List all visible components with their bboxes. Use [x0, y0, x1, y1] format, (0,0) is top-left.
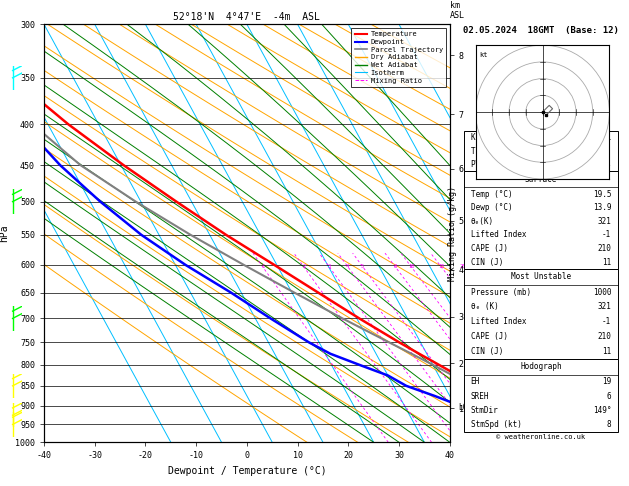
Text: 3: 3 — [328, 264, 331, 269]
Bar — [464, 269, 618, 359]
Text: 48: 48 — [602, 147, 611, 156]
Text: © weatheronline.co.uk: © weatheronline.co.uk — [496, 434, 586, 440]
Text: θₑ (K): θₑ (K) — [470, 302, 498, 312]
Text: -1: -1 — [602, 317, 611, 326]
Text: 210: 210 — [598, 332, 611, 341]
Text: Most Unstable: Most Unstable — [511, 272, 571, 281]
Text: 2.14: 2.14 — [593, 160, 611, 169]
Title: 52°18'N  4°47'E  -4m  ASL: 52°18'N 4°47'E -4m ASL — [174, 12, 320, 22]
Text: Dewp (°C): Dewp (°C) — [470, 203, 512, 212]
Text: 321: 321 — [598, 217, 611, 226]
Text: 19: 19 — [602, 377, 611, 386]
Text: 321: 321 — [598, 302, 611, 312]
Bar — [464, 359, 618, 432]
Text: 1: 1 — [261, 264, 264, 269]
Legend: Temperature, Dewpoint, Parcel Trajectory, Dry Adiabat, Wet Adiabat, Isotherm, Mi: Temperature, Dewpoint, Parcel Trajectory… — [351, 28, 446, 87]
Text: 149°: 149° — [593, 406, 611, 415]
Bar — [464, 131, 618, 172]
Text: Totals Totals: Totals Totals — [470, 147, 531, 156]
Text: Lifted Index: Lifted Index — [470, 230, 526, 239]
Text: 2: 2 — [302, 264, 305, 269]
Text: 11: 11 — [602, 347, 611, 356]
Y-axis label: hPa: hPa — [0, 225, 9, 242]
Text: 6: 6 — [606, 392, 611, 400]
Text: kt: kt — [479, 52, 487, 58]
Text: 5: 5 — [361, 264, 364, 269]
Text: 21: 21 — [602, 133, 611, 142]
Text: PW (cm): PW (cm) — [470, 160, 503, 169]
Text: θₑ(K): θₑ(K) — [470, 217, 494, 226]
Text: Temp (°C): Temp (°C) — [470, 190, 512, 199]
Text: SREH: SREH — [470, 392, 489, 400]
Text: 19.5: 19.5 — [593, 190, 611, 199]
Text: StmSpd (kt): StmSpd (kt) — [470, 420, 521, 429]
Text: StmDir: StmDir — [470, 406, 498, 415]
Bar — [464, 172, 618, 269]
Text: 11: 11 — [602, 258, 611, 266]
Text: Surface: Surface — [525, 175, 557, 184]
Text: LCL: LCL — [458, 403, 472, 412]
Text: 02.05.2024  18GMT  (Base: 12): 02.05.2024 18GMT (Base: 12) — [463, 26, 619, 35]
Text: Lifted Index: Lifted Index — [470, 317, 526, 326]
Text: Hodograph: Hodograph — [520, 362, 562, 371]
Text: EH: EH — [470, 377, 480, 386]
Text: 15: 15 — [438, 264, 444, 269]
Text: 13.9: 13.9 — [593, 203, 611, 212]
Text: -1: -1 — [602, 230, 611, 239]
Text: CAPE (J): CAPE (J) — [470, 332, 508, 341]
Text: 1000: 1000 — [593, 288, 611, 296]
Text: km
ASL: km ASL — [450, 0, 465, 20]
Text: 20: 20 — [460, 264, 466, 269]
Text: 8: 8 — [394, 264, 397, 269]
Text: 25: 25 — [477, 264, 484, 269]
Text: Mixing Ratio (g/kg): Mixing Ratio (g/kg) — [448, 186, 457, 281]
Text: K: K — [470, 133, 476, 142]
Text: 4: 4 — [346, 264, 350, 269]
Text: CIN (J): CIN (J) — [470, 347, 503, 356]
X-axis label: Dewpoint / Temperature (°C): Dewpoint / Temperature (°C) — [167, 466, 326, 476]
Text: 210: 210 — [598, 244, 611, 253]
Text: 10: 10 — [408, 264, 415, 269]
Text: CAPE (J): CAPE (J) — [470, 244, 508, 253]
Text: CIN (J): CIN (J) — [470, 258, 503, 266]
Text: 8: 8 — [606, 420, 611, 429]
Text: Pressure (mb): Pressure (mb) — [470, 288, 531, 296]
